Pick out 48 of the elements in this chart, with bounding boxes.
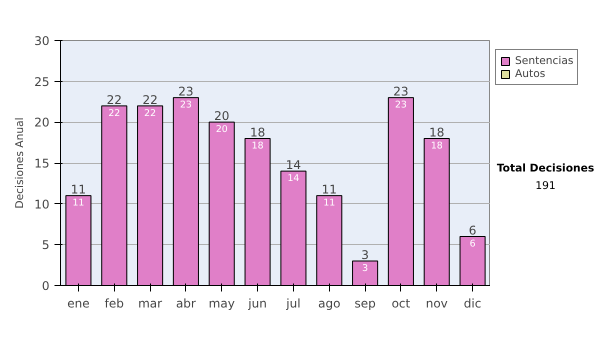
data-label: 23: [394, 100, 407, 111]
total-label: 11: [322, 182, 337, 197]
x-tick-label: dic: [464, 296, 482, 310]
data-label: 6: [470, 238, 476, 250]
total-label: 14: [286, 158, 302, 172]
legend-label: Sentencias: [515, 54, 574, 67]
y-tick-label: 5: [42, 238, 50, 252]
y-axis-title: Decisiones Anual: [13, 117, 26, 209]
data-label: 22: [108, 108, 120, 119]
y-tick-label: 10: [34, 197, 50, 212]
legend-label: Autos: [515, 67, 546, 80]
x-tick-label: feb: [104, 296, 124, 310]
total-label: 3: [361, 248, 369, 262]
x-tick-label: ene: [67, 296, 90, 310]
y-tick-label: 25: [34, 74, 50, 89]
data-label: 18: [430, 140, 443, 152]
total-label: 18: [429, 126, 444, 140]
total-label: 20: [214, 109, 230, 124]
x-tick-label: mar: [138, 296, 162, 310]
total-label: 23: [393, 84, 409, 99]
x-tick-label: jun: [247, 296, 267, 310]
x-tick-label: may: [208, 296, 235, 310]
x-tick-label: abr: [176, 296, 196, 310]
x-tick-label: sep: [354, 296, 376, 310]
x-tick-label: jul: [285, 296, 301, 310]
text: 191: [535, 179, 556, 192]
x-tick-label: oct: [392, 296, 411, 310]
text: Total Decisiones: [496, 161, 594, 174]
total-label: 22: [106, 92, 122, 107]
y-tick-label: 0: [42, 279, 50, 293]
data-label: 3: [362, 263, 368, 274]
data-label: 18: [252, 140, 264, 152]
x-tick-label: nov: [426, 296, 448, 310]
y-tick-label: 20: [34, 116, 50, 130]
total-label: 18: [250, 126, 266, 140]
x-tick-label: ago: [318, 296, 340, 310]
total-label: 6: [468, 224, 476, 238]
total-label: 22: [142, 92, 158, 107]
data-label: 14: [287, 173, 300, 184]
y-tick-label: 15: [34, 156, 50, 170]
data-label: 20: [216, 124, 228, 136]
data-label: 23: [180, 100, 192, 111]
data-label: 22: [144, 108, 156, 119]
data-label: 11: [72, 198, 84, 209]
data-label: 11: [323, 198, 336, 209]
y-tick-label: 30: [34, 34, 50, 48]
total-label: 23: [178, 84, 194, 99]
total-label: 11: [70, 182, 86, 197]
